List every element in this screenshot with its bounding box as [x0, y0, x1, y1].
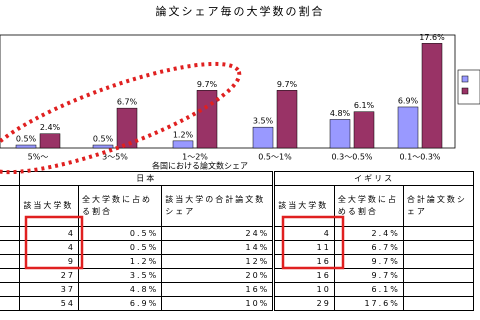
bar — [252, 126, 274, 149]
table-cell: 該当大学の合計論文数シェア — [161, 185, 275, 227]
table-cell: 0.5% — [77, 226, 163, 241]
table-row: 54 6.9% 10% 29 17.6% — [0, 296, 475, 311]
table-cell — [402, 240, 475, 255]
table-row: 9 1.2% 12% 16 9.7% — [0, 254, 475, 269]
table-cell: 16% — [161, 282, 275, 297]
data-label: 6.9% — [398, 96, 419, 105]
data-label: 6.7% — [117, 98, 138, 107]
table-cell: 合計論文数シェア — [402, 185, 475, 227]
table-cell: 6.7% — [333, 240, 404, 255]
bar — [329, 119, 351, 149]
table-row: 該当大学数 全大学数に占める割合 該当大学の合計論文数シェア 該当大学数 全大学数に占め… — [0, 185, 475, 227]
x-axis-label: 各国における論文数シェア — [152, 161, 248, 171]
table-cell: 全大学数に占める割合 — [77, 185, 163, 227]
table-cell: 16 — [272, 268, 335, 283]
data-label: 4.8% — [330, 109, 351, 118]
table-cell: 16 — [272, 254, 335, 269]
table-cell: 17.6% — [333, 296, 404, 311]
data-label: 9.7% — [197, 80, 218, 89]
table-cell: 該当大学数 — [19, 185, 79, 227]
bar — [397, 106, 419, 149]
bar — [15, 144, 37, 149]
x-tick-label: 0.1～0.3% — [399, 153, 440, 162]
table-cell: 24% — [161, 226, 275, 241]
table-cell: 4.8% — [77, 282, 163, 297]
table-cell: 9.7% — [333, 254, 404, 269]
table-cell: 該当大学数 — [272, 185, 335, 227]
bar — [39, 133, 61, 149]
bar — [92, 144, 114, 149]
data-label: 0.5% — [93, 135, 114, 144]
table-row: 4 0.5% 14% 11 6.7% — [0, 240, 475, 255]
table-cell: 11 — [272, 240, 335, 255]
data-label: 17.6% — [419, 33, 445, 42]
data-label: 3.5% — [253, 117, 274, 126]
table-cell: 37 — [19, 282, 79, 297]
data-label: 1.2% — [173, 130, 194, 139]
table-row: 日本 イギリス — [0, 171, 474, 186]
table-cell — [0, 185, 21, 227]
table-cell: 4 — [272, 226, 335, 241]
x-tick-label: 0.5～1% — [258, 153, 292, 162]
table-cell: 27 — [19, 268, 79, 283]
table-cell: 日本 — [19, 171, 275, 186]
legend-swatch — [461, 75, 469, 83]
bar — [116, 107, 138, 149]
table-cell: 54 — [19, 296, 79, 311]
table-cell: 6.1% — [333, 282, 404, 297]
table-cell — [402, 282, 475, 297]
data-label: 6.1% — [354, 101, 375, 110]
bar — [421, 43, 443, 149]
table-cell: 29 — [272, 296, 335, 311]
chart: 論文シェア毎の大学数の割合 各国における論文数シェア 5%～0.5%2.4%3～… — [0, 4, 480, 171]
data-label: 0.5% — [16, 135, 37, 144]
table-row: 4 0.5% 24% 4 2.4% — [0, 226, 475, 241]
bar — [353, 111, 375, 149]
table-cell: 10% — [161, 296, 275, 311]
bar — [276, 90, 298, 149]
table-cell — [402, 296, 475, 311]
chart-title: 論文シェア毎の大学数の割合 — [156, 4, 325, 18]
table-cell: 4 — [19, 240, 79, 255]
table-cell: 0.5% — [77, 240, 163, 255]
x-tick-label: 0.3～0.5% — [331, 153, 372, 162]
x-tick-label: 5%～ — [28, 153, 49, 162]
bar — [172, 140, 194, 149]
table-cell — [0, 240, 21, 255]
plot-frame — [0, 34, 456, 149]
table-cell: 14% — [161, 240, 275, 255]
table-cell — [0, 171, 21, 186]
table-cell — [0, 254, 21, 269]
table-cell — [0, 296, 21, 311]
table-cell: 3.5% — [77, 268, 163, 283]
x-tick-label: 3～5% — [102, 153, 128, 162]
table-row: 27 3.5% 20% 16 9.7% — [0, 268, 475, 283]
table-cell: 9.7% — [333, 268, 404, 283]
data-table: 日本 イギリス 該当大学数 全大学数に占める割合 該当大学の合計論文数シェア 該当大学数全… — [0, 171, 475, 311]
table-cell — [402, 254, 475, 269]
table-cell — [402, 226, 475, 241]
data-label: 2.4% — [40, 123, 61, 132]
table-cell: 6.9% — [77, 296, 163, 311]
table-cell: 4 — [19, 226, 79, 241]
legend-swatch — [461, 87, 469, 95]
table-cell: 9 — [19, 254, 79, 269]
table-cell: 2.4% — [333, 226, 404, 241]
table-cell: 全大学数に占める割合 — [333, 185, 404, 227]
table-cell: 20% — [161, 268, 275, 283]
data-label: 9.7% — [277, 80, 298, 89]
table-cell — [0, 268, 21, 283]
table-row: 37 4.8% 16% 10 6.1% — [0, 282, 475, 297]
table-cell: イギリス — [272, 171, 474, 186]
table-cell — [0, 226, 21, 241]
table-cell: 1.2% — [77, 254, 163, 269]
legend — [457, 69, 480, 105]
table-cell: 10 — [272, 282, 335, 297]
table-cell — [402, 268, 475, 283]
table-cell: 12% — [161, 254, 275, 269]
bar — [196, 90, 218, 149]
table-cell — [0, 282, 21, 297]
x-tick-label: 1～2% — [182, 153, 208, 162]
